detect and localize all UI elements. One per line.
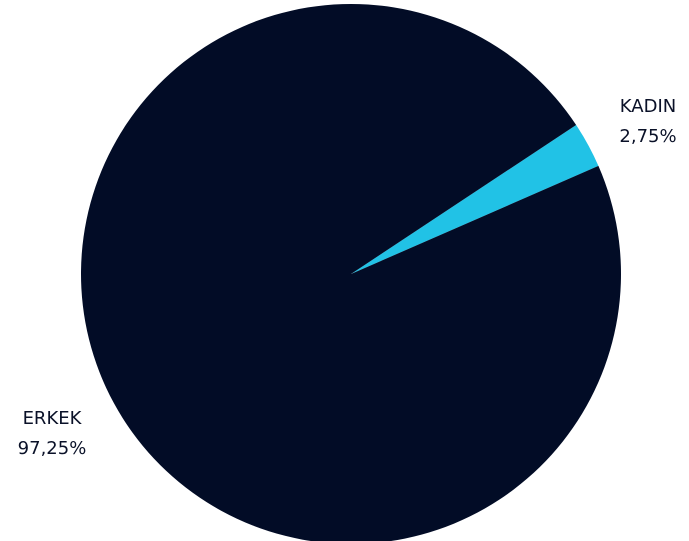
pie-slice-erkek (81, 4, 621, 541)
slice-label-erkek: ERKEK (23, 408, 83, 429)
slice-label-group-erkek: ERKEK 97,25% (18, 408, 87, 459)
slice-label-group-kadin: KADIN 2,75% (619, 96, 676, 147)
pie-slice-kadin (351, 124, 599, 274)
slice-value-erkek: 97,25% (18, 438, 87, 459)
slice-label-kadin: KADIN (620, 96, 676, 117)
slice-value-kadin: 2,75% (619, 126, 676, 147)
pie-slices (81, 4, 621, 541)
